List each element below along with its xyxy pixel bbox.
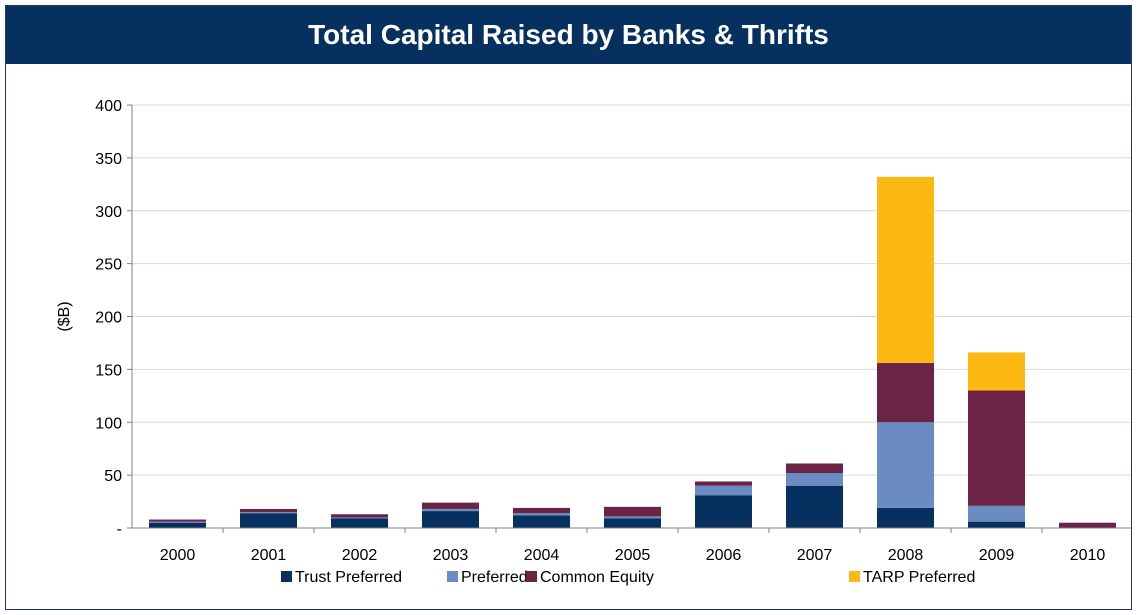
bar-segment — [331, 518, 388, 528]
bar-segment — [422, 511, 479, 528]
x-tick-label: 2008 — [888, 547, 924, 564]
y-tick-label: 250 — [95, 257, 122, 274]
bar-segment — [149, 522, 206, 528]
bar-segment — [877, 176, 934, 364]
bar-segment — [331, 517, 388, 519]
legend: Trust Preferred Preferred Common Equity TAR… — [281, 569, 975, 586]
bar-segment — [968, 521, 1025, 528]
bars — [149, 176, 1116, 528]
bar-segment — [240, 508, 297, 513]
bar-segment — [149, 519, 206, 522]
legend-swatch — [526, 571, 537, 582]
legend-swatch — [281, 571, 292, 582]
x-tick-label: 2010 — [1070, 547, 1106, 564]
bar-segment — [877, 507, 934, 528]
x-tick-label: 2006 — [706, 547, 742, 564]
bar-segment — [1059, 522, 1116, 528]
bar-segment — [513, 507, 570, 514]
bar-segment — [786, 485, 843, 528]
y-tick-label: 150 — [95, 362, 122, 379]
bar-segment — [149, 521, 206, 523]
bar-segment — [604, 518, 661, 528]
x-tick-label: 2000 — [160, 547, 196, 564]
bar-segment — [968, 390, 1025, 506]
y-tick-label: 50 — [104, 468, 122, 485]
bar-segment — [968, 505, 1025, 522]
x-tick-label: 2007 — [797, 547, 833, 564]
chart-frame: Total Capital Raised by Banks & Thrifts … — [5, 5, 1132, 610]
y-tick-label: 300 — [95, 204, 122, 221]
bar-segment — [695, 495, 752, 528]
legend-label: Common Equity — [540, 569, 654, 586]
bar-segment — [604, 516, 661, 519]
bar-segment — [695, 485, 752, 496]
bar-segment — [422, 502, 479, 509]
y-axis-label: ($B) — [56, 301, 73, 331]
y-tick-labels: - 50 100 150 200 250 300 350 400 — [95, 98, 122, 538]
bar-segment — [786, 473, 843, 486]
legend-label: TARP Preferred — [863, 569, 975, 586]
x-tick-label: 2009 — [979, 547, 1015, 564]
bar-segment — [695, 481, 752, 486]
bar-segment — [877, 363, 934, 423]
legend-swatch — [849, 571, 860, 582]
legend-label: Preferred — [461, 569, 528, 586]
bar-segment — [422, 508, 479, 512]
y-tick-label: 200 — [95, 310, 122, 327]
bar-segment — [240, 513, 297, 528]
bar-segment — [968, 352, 1025, 391]
x-tick-label: 2005 — [615, 547, 651, 564]
legend-swatch — [447, 571, 458, 582]
y-tick-label: - — [117, 521, 122, 538]
bar-segment — [240, 512, 297, 514]
x-tick-label: 2002 — [342, 547, 378, 564]
x-tick-label: 2003 — [433, 547, 469, 564]
x-tick-label: 2001 — [251, 547, 287, 564]
y-tick-label: 400 — [95, 98, 122, 115]
bar-segment — [877, 422, 934, 508]
bar-segment — [513, 513, 570, 516]
y-tick-label: 350 — [95, 151, 122, 168]
axes — [131, 105, 1131, 529]
y-tick-label: 100 — [95, 415, 122, 432]
x-tick-label: 2004 — [524, 547, 560, 564]
gridlines — [127, 104, 1131, 529]
bar-segment — [604, 506, 661, 517]
legend-label: Trust Preferred — [295, 569, 402, 586]
bar-segment — [786, 463, 843, 474]
bar-segment — [331, 514, 388, 518]
chart-title: Total Capital Raised by Banks & Thrifts — [6, 6, 1131, 64]
bar-segment — [513, 515, 570, 528]
x-tick-labels: 2000 2001 2002 2003 2004 2005 2006 2007 2008 2009… — [160, 528, 1106, 564]
